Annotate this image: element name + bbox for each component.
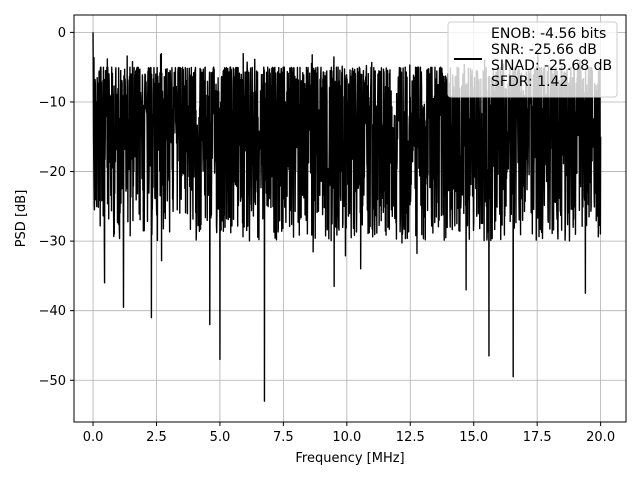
psd-line xyxy=(92,32,602,402)
legend-label-line: SINAD: -25.68 dB xyxy=(491,58,612,74)
x-tick-label: 7.5 xyxy=(273,430,294,445)
legend-label-line: SFDR: 1.42 xyxy=(491,74,568,90)
y-tick-label: −30 xyxy=(39,235,66,250)
x-tick-label: 0.0 xyxy=(83,430,104,445)
x-tick-label: 15.0 xyxy=(459,430,488,445)
y-tick-label: 0 xyxy=(58,26,66,41)
legend-label: ENOB: -4.56 bits SNR: -25.66 dB SINAD: -25… xyxy=(491,26,612,90)
x-tick-label: 10.0 xyxy=(332,430,361,445)
x-tick-label: 12.5 xyxy=(396,430,425,445)
y-tick-label: −40 xyxy=(39,304,66,319)
series-psd xyxy=(92,32,602,402)
y-tick-label: −50 xyxy=(39,374,66,389)
legend: ENOB: -4.56 bits SNR: -25.66 dB SINAD: -25… xyxy=(447,21,618,98)
x-tick-label: 2.5 xyxy=(146,430,167,445)
x-tick-label: 5.0 xyxy=(210,430,231,445)
legend-box xyxy=(447,21,618,98)
x-tick-label: 17.5 xyxy=(523,430,552,445)
x-axis-label: Frequency [MHz] xyxy=(295,451,404,466)
x-axis-ticks: 0.0 2.5 5.0 7.5 10.0 12.5 15.0 17.5 20.0 xyxy=(83,422,615,445)
plot-frame xyxy=(73,14,627,423)
legend-label-line: ENOB: -4.56 bits xyxy=(491,26,606,42)
x-tick-label: 20.0 xyxy=(586,430,615,445)
y-axis-label: PSD [dB] xyxy=(14,190,29,248)
legend-label-line: SNR: -25.66 dB xyxy=(491,42,597,58)
y-axis-ticks: 0 −10 −20 −30 −40 −50 xyxy=(39,26,74,389)
y-tick-label: −20 xyxy=(39,165,66,180)
y-tick-label: −10 xyxy=(39,95,66,110)
